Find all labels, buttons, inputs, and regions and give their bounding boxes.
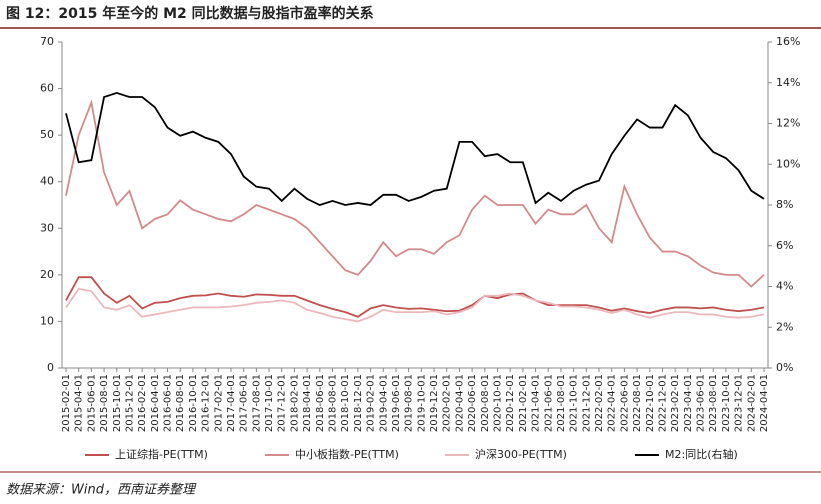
y2-tick-label: 2%: [776, 320, 793, 333]
x-tick-label: 2018-06-01: [315, 374, 326, 432]
x-tick-label: 2017-08-01: [251, 374, 262, 432]
y2-tick-label: 6%: [776, 239, 793, 252]
y2-tick-label: 14%: [776, 76, 800, 89]
y-tick-label: 70: [40, 35, 54, 48]
legend-label: M2:同比(右轴): [665, 447, 738, 461]
x-tick-label: 2020-02-01: [442, 374, 453, 432]
x-tick-label: 2017-02-01: [213, 374, 224, 432]
x-tick-label: 2023-10-01: [721, 374, 732, 432]
y-tick-label: 10: [40, 314, 54, 327]
x-tick-label: 2024-04-01: [759, 374, 770, 432]
x-tick-label: 2023-08-01: [708, 374, 719, 432]
y-tick-label: 30: [40, 221, 54, 234]
x-tick-label: 2020-10-01: [492, 374, 503, 432]
x-tick-label: 2016-08-01: [175, 374, 186, 432]
x-tick-label: 2018-02-01: [289, 374, 300, 432]
x-tick-label: 2022-08-01: [632, 374, 643, 432]
x-tick-label: 2021-10-01: [569, 374, 580, 432]
x-tick-label: 2022-06-01: [619, 374, 630, 432]
x-tick-label: 2018-08-01: [328, 374, 339, 432]
y2-tick-label: 10%: [776, 157, 800, 170]
chart-title: 图 12：2015 年至今的 M2 同比数据与股指市盈率的关系: [6, 5, 374, 22]
y2-tick-label: 8%: [776, 198, 793, 211]
y-tick-label: 20: [40, 268, 54, 281]
y-tick-label: 40: [40, 175, 54, 188]
series-line: [65, 99, 765, 288]
x-tick-label: 2017-04-01: [226, 374, 237, 432]
x-tick-label: 2015-10-01: [112, 374, 123, 432]
x-tick-label: 2015-08-01: [99, 374, 110, 432]
x-tick-label: 2015-06-01: [86, 374, 97, 432]
x-tick-label: 2023-12-01: [734, 374, 745, 432]
x-tick-label: 2016-06-01: [163, 374, 174, 432]
x-tick-label: 2015-02-01: [61, 374, 72, 432]
x-tick-label: 2017-12-01: [277, 374, 288, 432]
x-tick-label: 2020-12-01: [505, 374, 516, 432]
x-tick-label: 2021-12-01: [581, 374, 592, 432]
y2-tick-label: 12%: [776, 117, 800, 130]
x-tick-label: 2023-06-01: [696, 374, 707, 432]
x-tick-label: 2020-08-01: [480, 374, 491, 432]
x-tick-label: 2021-06-01: [543, 374, 554, 432]
x-tick-label: 2019-10-01: [416, 374, 427, 432]
x-tick-label: 2022-12-01: [657, 374, 668, 432]
x-tick-label: 2019-06-01: [391, 374, 402, 432]
x-tick-label: 2022-02-01: [594, 374, 605, 432]
x-tick-label: 2016-04-01: [150, 374, 161, 432]
y2-tick-label: 4%: [776, 280, 793, 293]
x-tick-label: 2016-12-01: [201, 374, 212, 432]
x-tick-label: 2024-02-01: [746, 374, 757, 432]
x-tick-label: 2020-06-01: [467, 374, 478, 432]
x-tick-label: 2019-12-01: [429, 374, 440, 432]
x-tick-label: 2019-04-01: [378, 374, 389, 432]
x-tick-label: 2018-10-01: [340, 374, 351, 432]
x-tick-label: 2022-10-01: [645, 374, 656, 432]
x-tick-label: 2021-04-01: [531, 374, 542, 432]
legend-label: 中小板指数-PE(TTM): [295, 447, 399, 461]
source-note: 数据来源：Wind，西南证券整理: [6, 483, 197, 498]
y2-tick-label: 0%: [776, 361, 793, 374]
x-tick-label: 2016-10-01: [188, 374, 199, 432]
x-tick-label: 2016-02-01: [137, 374, 148, 432]
y2-tick-label: 16%: [776, 35, 800, 48]
x-tick-label: 2017-06-01: [239, 374, 250, 432]
y-tick-label: 0: [47, 361, 54, 374]
x-tick-label: 2018-04-01: [302, 374, 313, 432]
x-tick-label: 2021-02-01: [518, 374, 529, 432]
x-tick-label: 2017-10-01: [264, 374, 275, 432]
x-tick-label: 2019-08-01: [404, 374, 415, 432]
x-tick-label: 2022-04-01: [607, 374, 618, 432]
x-tick-label: 2019-02-01: [366, 374, 377, 432]
x-tick-label: 2015-12-01: [124, 374, 135, 432]
y-tick-label: 60: [40, 82, 54, 95]
y-tick-label: 50: [40, 128, 54, 141]
series-line: [65, 91, 765, 206]
series-line: [65, 276, 765, 318]
x-tick-label: 2018-12-01: [353, 374, 364, 432]
legend-label: 沪深300-PE(TTM): [475, 447, 567, 461]
x-tick-label: 2023-04-01: [683, 374, 694, 432]
legend-label: 上证综指-PE(TTM): [115, 447, 208, 461]
x-tick-label: 2023-02-01: [670, 374, 681, 432]
x-tick-label: 2020-04-01: [454, 374, 465, 432]
x-tick-label: 2015-04-01: [74, 374, 85, 432]
series-line: [65, 287, 765, 323]
x-tick-label: 2021-08-01: [556, 374, 567, 432]
